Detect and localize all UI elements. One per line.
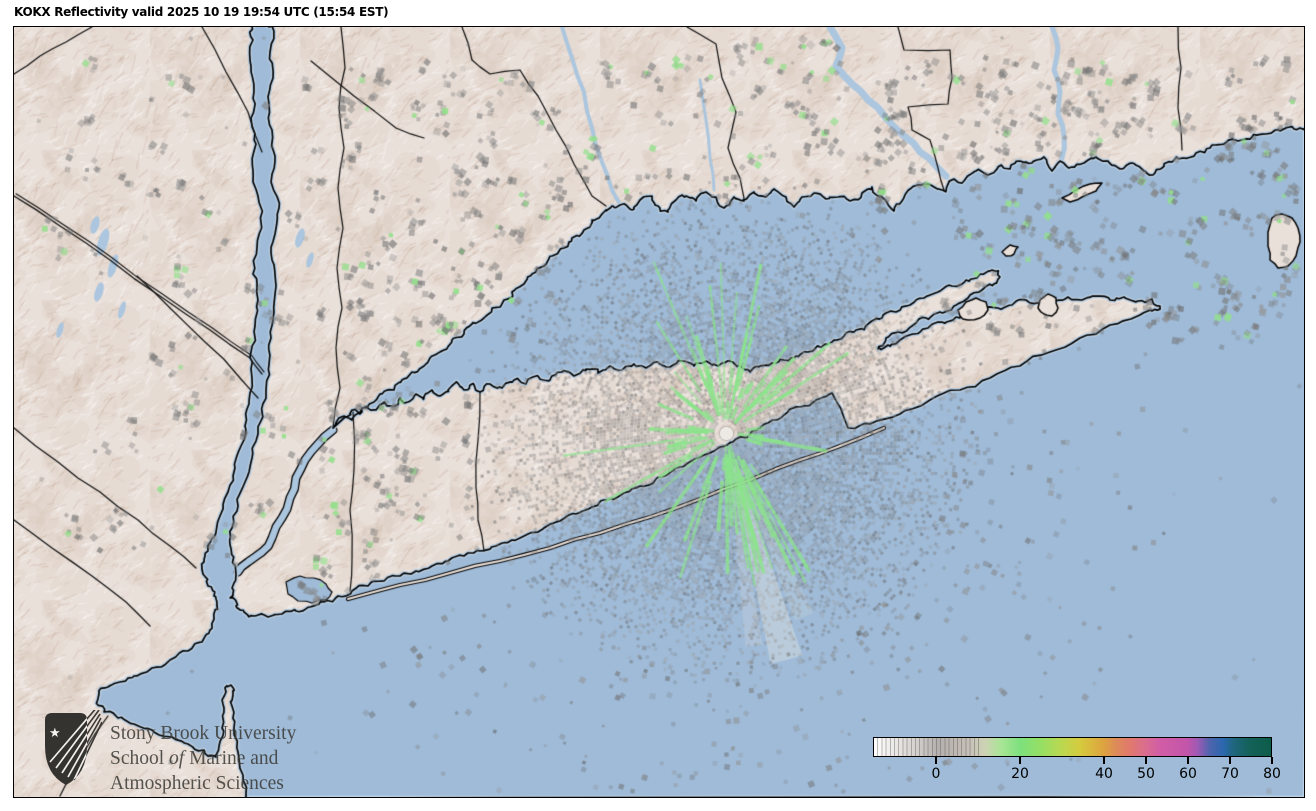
colorbar-tick — [1229, 757, 1231, 764]
colorbar-step-lines — [874, 738, 982, 756]
colorbar-tick — [935, 757, 937, 764]
map-frame: 0 20 40 50 60 70 80 ★ Stony Brook University S… — [13, 26, 1305, 798]
colorbar-tick-label: 80 — [1263, 766, 1281, 782]
brand-line-3: Atmospheric Sciences — [110, 773, 284, 794]
colorbar-tick — [1019, 757, 1021, 764]
colorbar-tick — [1271, 757, 1273, 764]
colorbar-tick-label: 20 — [1011, 766, 1029, 782]
brand-line-2: School of Marine and — [110, 748, 279, 769]
brand-logo: ★ Stony Brook University School of Marin… — [42, 710, 296, 796]
svg-text:★: ★ — [49, 726, 61, 741]
colorbar-tick — [1145, 757, 1147, 764]
university-shield-icon: ★ — [45, 710, 102, 785]
colorbar-tick-label: 50 — [1137, 766, 1155, 782]
reflectivity-colorbar: 0 20 40 50 60 70 80 — [873, 737, 1281, 789]
brand-text: Stony Brook University School of Marine … — [110, 721, 296, 796]
colorbar-bar — [873, 737, 1272, 757]
colorbar-tick-label: 40 — [1095, 766, 1113, 782]
colorbar-tick-label: 70 — [1221, 766, 1239, 782]
colorbar-gradient — [874, 738, 1271, 756]
colorbar-tick-label: 60 — [1179, 766, 1197, 782]
colorbar-tick-label: 0 — [931, 766, 941, 782]
radar-site-marker — [720, 427, 733, 440]
brand-line-1: Stony Brook University — [110, 723, 297, 744]
colorbar-tick — [1187, 757, 1189, 764]
page-title: KOKX Reflectivity valid 2025 10 19 19:54… — [14, 5, 389, 19]
colorbar-tick — [1103, 757, 1105, 764]
radar-map-canvas — [14, 27, 1304, 797]
